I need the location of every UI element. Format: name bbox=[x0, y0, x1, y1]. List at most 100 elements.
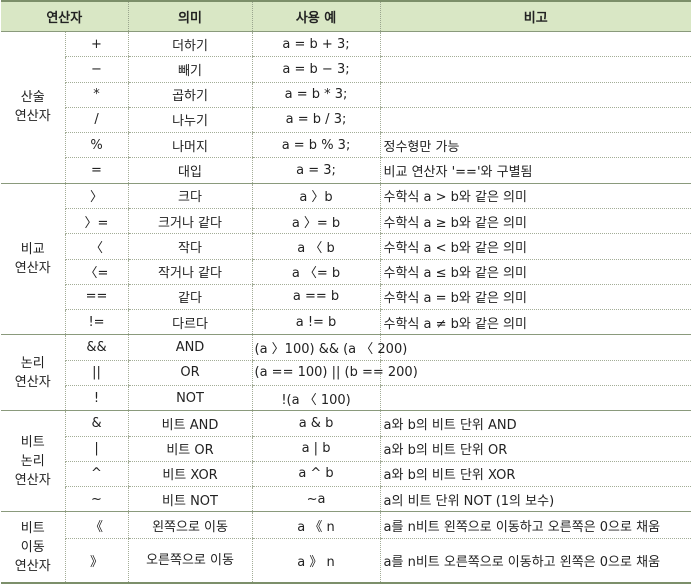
meaning-cell: 작다 bbox=[127, 233, 253, 260]
table-row: ~ 비트 NOT ~a a의 비트 단위 NOT (1의 보수) bbox=[1, 486, 692, 513]
meaning-cell: NOT bbox=[127, 385, 253, 412]
meaning-cell: 같다 bbox=[127, 284, 253, 311]
table-row: 〈= 작거나 같다 a 〈= b 수학식 a ≤ b와 같은 의미 bbox=[1, 259, 692, 285]
example-cell: a = b / 3; bbox=[251, 107, 381, 134]
operator-cell: / bbox=[64, 107, 129, 134]
table-row: 논리 연산자 && AND (a 〉100) && (a 〈 200) bbox=[1, 334, 692, 412]
note-cell bbox=[379, 107, 692, 134]
operator-cell: 《 bbox=[64, 511, 129, 540]
table-row: 〉= 크거나 같다 a 〉= b 수학식 a ≥ b와 같은 의미 bbox=[1, 208, 692, 235]
group-label-logical: 논리 연산자 bbox=[1, 334, 65, 412]
note-cell: 수학식 a < b와 같은 의미 bbox=[379, 233, 692, 260]
example-cell: a == b bbox=[251, 284, 381, 311]
meaning-cell: 빼기 bbox=[127, 56, 253, 83]
meaning-cell: 비트 XOR bbox=[127, 461, 253, 488]
example-cell: ~a bbox=[251, 486, 381, 513]
operator-cell: ! bbox=[64, 385, 129, 412]
operator-cell: || bbox=[64, 360, 129, 386]
table-row: % 나머지 a = b % 3; 정수형만 가능 bbox=[1, 132, 692, 159]
meaning-cell: 크다 bbox=[127, 182, 253, 209]
meaning-cell: 비트 NOT bbox=[127, 486, 253, 513]
example-cell: a = b + 3; bbox=[251, 30, 381, 58]
table-row: | 비트 OR a | b a와 b의 비트 단위 OR bbox=[1, 436, 692, 462]
example-cell: a 〉= b bbox=[251, 208, 381, 235]
operator-cell: = bbox=[64, 157, 129, 184]
example-cell: (a 〉100) && (a 〈 200) bbox=[251, 334, 407, 361]
example-cell: (a == 100) || (b == 200) bbox=[251, 360, 418, 386]
group-label-bitwise-logical: 비트 논리 연산자 bbox=[1, 410, 65, 513]
note-cell: 비교 연산자 '=='와 구별됨 bbox=[379, 157, 692, 184]
table-row: / 나누기 a = b / 3; bbox=[1, 107, 692, 134]
example-cell: a ^ b bbox=[251, 461, 381, 488]
operator-cell: 〈= bbox=[64, 259, 129, 285]
example-cell: a 〈 b bbox=[251, 233, 381, 260]
note-cell: 수학식 a ≠ b와 같은 의미 bbox=[379, 309, 692, 336]
table-row: 비교 연산자 〉 크다 a 〉b 수학식 a > b와 같은 의미 bbox=[1, 182, 692, 336]
header-meaning: 의미 bbox=[127, 0, 253, 32]
group-label-comparison: 비교 연산자 bbox=[1, 182, 65, 336]
example-cell: a 》 n bbox=[251, 538, 381, 585]
meaning-cell: 비트 OR bbox=[127, 436, 253, 462]
example-cell: a | b bbox=[251, 436, 381, 462]
example-cell: a 〉b bbox=[251, 182, 381, 209]
note-cell: 수학식 a > b와 같은 의미 bbox=[379, 182, 692, 209]
table-row: != 다르다 a != b 수학식 a ≠ b와 같은 의미 bbox=[1, 309, 692, 336]
note-cell: 수학식 a ≤ b와 같은 의미 bbox=[379, 259, 692, 285]
meaning-cell: 비트 AND bbox=[127, 410, 253, 437]
meaning-cell: 대입 bbox=[127, 157, 253, 184]
note-cell: a와 b의 비트 단위 AND bbox=[379, 410, 692, 437]
meaning-cell: 더하기 bbox=[127, 30, 253, 58]
header-row: 연산자 의미 사용 예 비고 bbox=[1, 0, 692, 32]
operator-cell: + bbox=[64, 30, 129, 58]
table-row: 〈 작다 a 〈 b 수학식 a < b와 같은 의미 bbox=[1, 233, 692, 260]
group-label-bit-shift: 비트 이동 연산자 bbox=[1, 511, 65, 585]
meaning-cell: OR bbox=[127, 360, 253, 386]
meaning-cell: 작거나 같다 bbox=[127, 259, 253, 285]
note-cell bbox=[379, 82, 692, 108]
meaning-cell: 크거나 같다 bbox=[127, 208, 253, 235]
operator-cell: − bbox=[64, 56, 129, 83]
operator-cell: % bbox=[64, 132, 129, 159]
meaning-cell: 오른쪽으로 이동 bbox=[127, 538, 253, 585]
note-cell: a를 n비트 오른쪽으로 이동하고 왼쪽은 0으로 채움 bbox=[379, 538, 692, 585]
example-cell: a = b * 3; bbox=[251, 82, 381, 108]
operator-cell: 〉 bbox=[64, 182, 129, 209]
example-cell: a = 3; bbox=[251, 157, 381, 184]
table-row: 》 오른쪽으로 이동 a 》 n a를 n비트 오른쪽으로 이동하고 왼쪽은 0… bbox=[1, 538, 692, 585]
table-row: ^ 비트 XOR a ^ b a와 b의 비트 단위 XOR bbox=[1, 461, 692, 488]
table-row: − 빼기 a = b − 3; bbox=[1, 56, 692, 83]
table-row: = 대입 a = 3; 비교 연산자 '=='와 구별됨 bbox=[1, 157, 692, 184]
operator-cell: * bbox=[64, 82, 129, 108]
example-cell: a = b − 3; bbox=[251, 56, 381, 83]
table-row: ! NOT !(a 〈 100) bbox=[1, 385, 692, 412]
note-cell bbox=[379, 360, 692, 386]
table-row: 비트 논리 연산자 & 비트 AND a & b a와 b의 비트 단위 AND bbox=[1, 410, 692, 513]
operator-cell: 〉= bbox=[64, 208, 129, 235]
meaning-cell: 나누기 bbox=[127, 107, 253, 134]
header-example: 사용 예 bbox=[251, 0, 381, 32]
table-row: 비트 이동 연산자 《 왼쪽으로 이동 a 《 n a를 n비트 왼쪽으로 이동하고… bbox=[1, 511, 692, 585]
note-cell bbox=[379, 334, 692, 361]
meaning-cell: 왼쪽으로 이동 bbox=[127, 511, 253, 540]
note-cell: 수학식 a = b와 같은 의미 bbox=[379, 284, 692, 311]
operator-cell: ^ bbox=[64, 461, 129, 488]
note-cell: a와 b의 비트 단위 XOR bbox=[379, 461, 692, 488]
example-cell: a != b bbox=[251, 309, 381, 336]
note-cell bbox=[379, 30, 692, 58]
table-row: || OR (a == 100) || (b == 200) bbox=[1, 360, 692, 386]
operator-cell: | bbox=[64, 436, 129, 462]
note-cell: 수학식 a ≥ b와 같은 의미 bbox=[379, 208, 692, 235]
example-cell: a 〈= b bbox=[251, 259, 381, 285]
example-cell: !(a 〈 100) bbox=[251, 385, 381, 412]
operator-cell: & bbox=[64, 410, 129, 437]
operator-cell: && bbox=[64, 334, 129, 361]
operator-cell: ~ bbox=[64, 486, 129, 513]
note-cell: 정수형만 가능 bbox=[379, 132, 692, 159]
table-row: == 같다 a == b 수학식 a = b와 같은 의미 bbox=[1, 284, 692, 311]
operator-cell: != bbox=[64, 309, 129, 336]
meaning-cell: AND bbox=[127, 334, 253, 361]
group-label-arithmetic: 산술 연산자 bbox=[1, 31, 65, 184]
note-cell: a의 비트 단위 NOT (1의 보수) bbox=[379, 486, 692, 513]
meaning-cell: 다르다 bbox=[127, 309, 253, 336]
